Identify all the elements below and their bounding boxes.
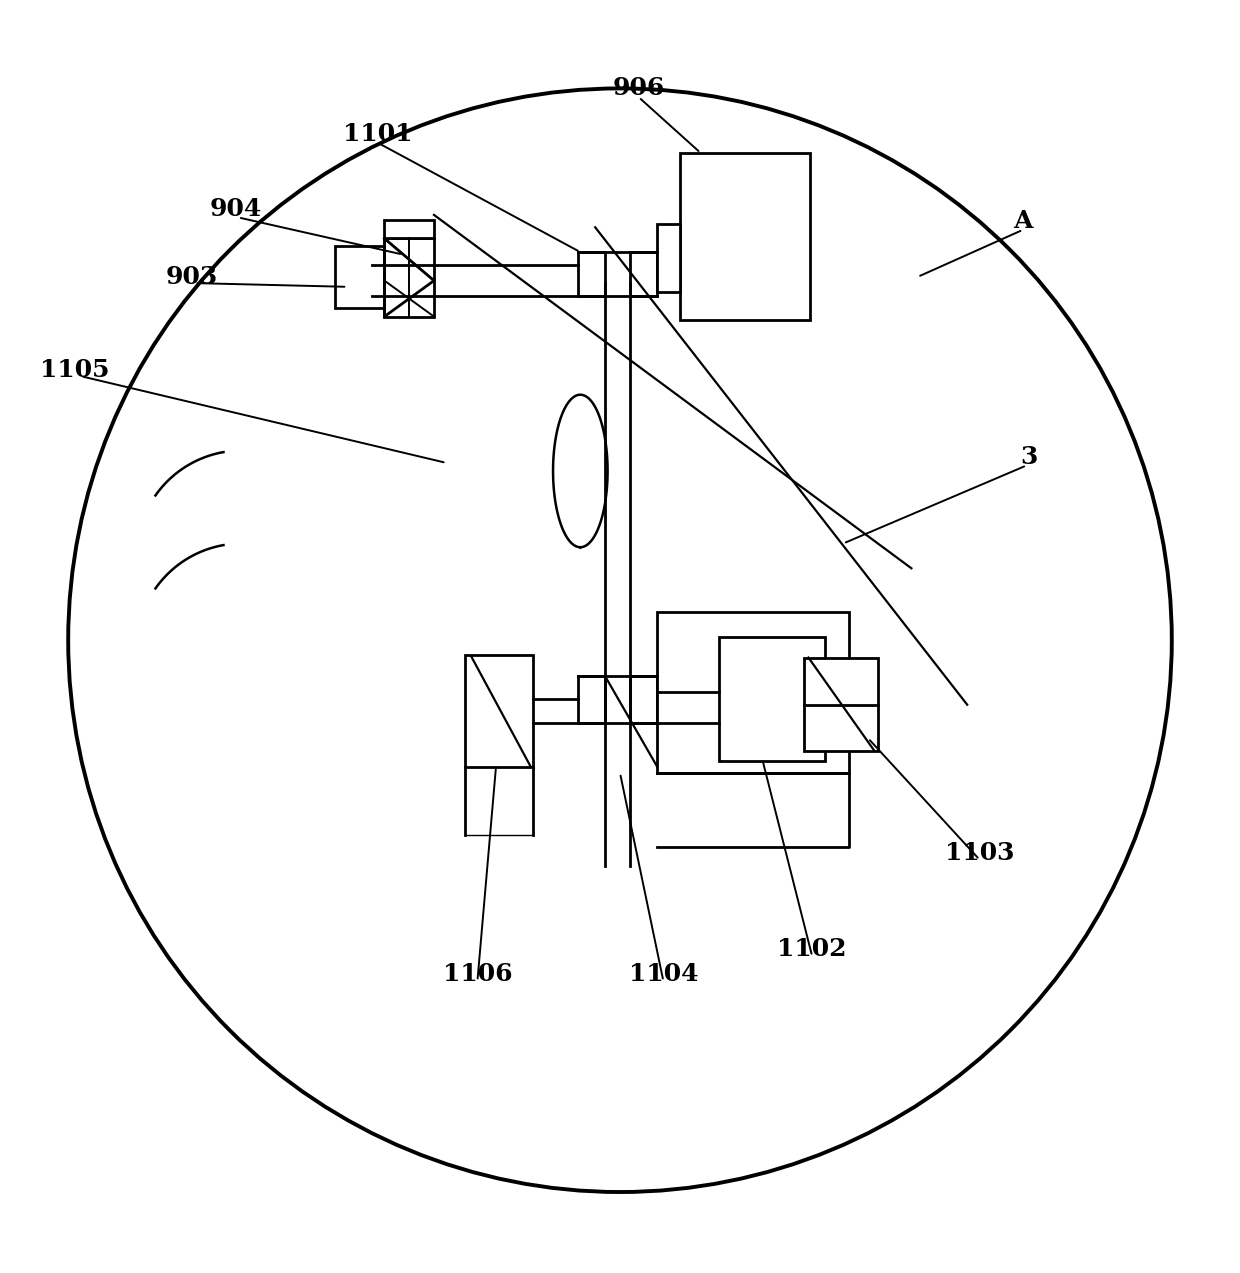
Bar <box>335 246 384 308</box>
Bar <box>657 612 849 773</box>
Bar <box>630 676 657 723</box>
Bar <box>680 153 810 321</box>
Bar <box>384 238 434 317</box>
Bar <box>719 636 825 760</box>
Text: 1106: 1106 <box>443 962 512 985</box>
Text: A: A <box>1013 209 1033 233</box>
Bar <box>804 658 878 751</box>
Text: 1102: 1102 <box>777 937 847 961</box>
Text: 1101: 1101 <box>343 122 413 146</box>
Text: 1104: 1104 <box>629 962 698 985</box>
Text: 903: 903 <box>166 265 218 289</box>
Bar <box>630 252 657 295</box>
Bar <box>578 252 605 295</box>
Bar <box>578 676 605 723</box>
Bar <box>384 220 434 238</box>
Text: 906: 906 <box>613 76 665 101</box>
Text: 1105: 1105 <box>40 358 109 382</box>
Bar <box>465 656 533 766</box>
Text: 904: 904 <box>210 197 262 220</box>
Text: 3: 3 <box>1021 444 1038 468</box>
Bar <box>657 224 680 292</box>
Text: 1103: 1103 <box>945 841 1014 866</box>
